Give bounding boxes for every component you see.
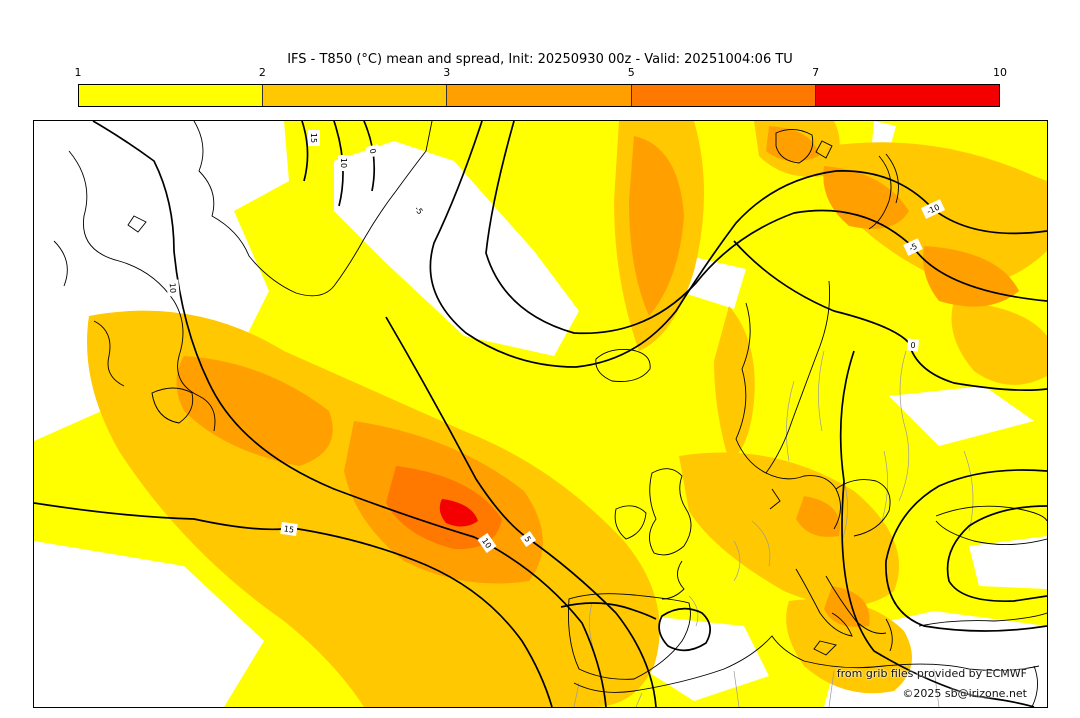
svg-text:0: 0	[368, 148, 378, 155]
svg-text:10: 10	[168, 283, 178, 294]
colorbar-segment	[631, 85, 816, 106]
contour-label: 15	[308, 130, 320, 146]
colorbar-tick: 1	[74, 66, 82, 79]
svg-text:10: 10	[339, 158, 348, 168]
svg-text:0: 0	[910, 341, 916, 350]
coastlines	[53, 121, 1047, 707]
chart-title: IFS - T850 (°C) mean and spread, Init: 2…	[287, 52, 793, 67]
contour-label: 15	[280, 521, 298, 537]
contour-label: -10	[920, 199, 946, 219]
svg-text:-5: -5	[413, 204, 425, 216]
contour-label: 0	[365, 144, 381, 158]
colorbar-segment	[263, 85, 448, 106]
colorbar-tick: 5	[627, 66, 635, 79]
svg-text:5: 5	[522, 535, 532, 544]
map-frame: 15 10 0 -5 -10 -5 0 10 15 10 5 from grib files pro…	[33, 120, 1048, 708]
colorbar-ticks: 1 2 3 5 7 10	[74, 66, 1008, 84]
contour-label: -5	[409, 200, 429, 220]
colorbar-tick: 7	[812, 66, 820, 79]
colorbar: 1 2 3 5 7 10	[74, 66, 1008, 107]
svg-text:-5: -5	[908, 242, 919, 254]
attribution-site: ©2025 sb@irizone.net	[902, 687, 1027, 700]
colorbar-tick: 10	[993, 66, 1007, 79]
contour-label: 0	[906, 338, 920, 352]
attribution-ecmwf: from grib files provided by ECMWF	[836, 667, 1027, 680]
colorbar-tick: 2	[258, 66, 266, 79]
spread-level-5-regions	[439, 499, 478, 527]
colorbar-segment	[79, 85, 264, 106]
contour-label: 10	[477, 533, 497, 553]
contour-label: 5	[519, 531, 537, 547]
contour-label: 10	[166, 279, 180, 297]
colorbar-segment	[815, 85, 1000, 106]
contour-labels-group: 15 10 0 -5 -10 -5 0 10 15 10 5	[166, 130, 946, 553]
svg-text:15: 15	[283, 524, 294, 534]
country-borders	[573, 350, 974, 707]
svg-text:15: 15	[309, 133, 318, 143]
colorbar-bar	[78, 84, 1000, 107]
colorbar-tick: 3	[443, 66, 451, 79]
colorbar-segment	[447, 85, 632, 106]
weather-map: 15 10 0 -5 -10 -5 0 10 15 10 5	[34, 121, 1047, 707]
contour-label: 10	[338, 155, 350, 171]
contour-label: -5	[903, 238, 923, 256]
